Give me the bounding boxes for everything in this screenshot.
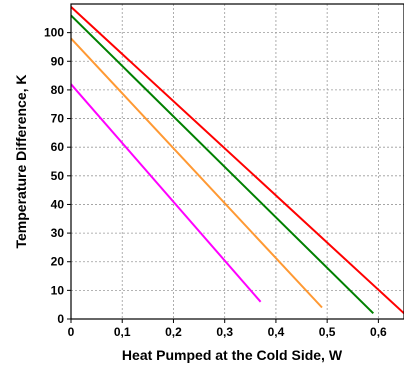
x-axis-title: Heat Pumped at the Cold Side, W: [122, 347, 343, 363]
x-tick-label: 0,6: [370, 325, 387, 339]
y-tick-label: 30: [51, 226, 65, 240]
x-tick-label: 0,3: [216, 325, 233, 339]
y-tick-label: 50: [51, 169, 65, 183]
series-line-1: [71, 6, 404, 315]
y-axis-title: Temperature Difference, K: [13, 74, 29, 248]
x-tick-label: 0,5: [319, 325, 336, 339]
tick-layer: 0 10 20 30 40 50 60 70 80 90 100 0 0,1 0,2 0,3 0,4 0,5 0,…: [44, 26, 387, 339]
y-tick-label: 100: [44, 26, 64, 40]
y-tick-label: 40: [51, 197, 65, 211]
x-tick-label: 0,2: [165, 325, 182, 339]
x-tick-label: 0,4: [268, 325, 285, 339]
series-line-3: [71, 37, 323, 309]
series-layer: [71, 6, 404, 315]
y-tick-label: 20: [51, 255, 65, 269]
y-tick-label: 0: [57, 312, 64, 326]
y-tick-label: 90: [51, 54, 65, 68]
grid-layer: [71, 4, 404, 319]
x-tick-label: 0: [68, 325, 75, 339]
x-tick-label: 0,1: [114, 325, 131, 339]
y-tick-label: 80: [51, 83, 65, 97]
series-line-4: [71, 83, 262, 303]
y-tick-label: 60: [51, 140, 65, 154]
plot-frame: [70, 3, 404, 320]
y-tick-label: 70: [51, 112, 65, 126]
y-tick-label: 10: [51, 283, 65, 297]
series-line-2: [71, 14, 375, 315]
